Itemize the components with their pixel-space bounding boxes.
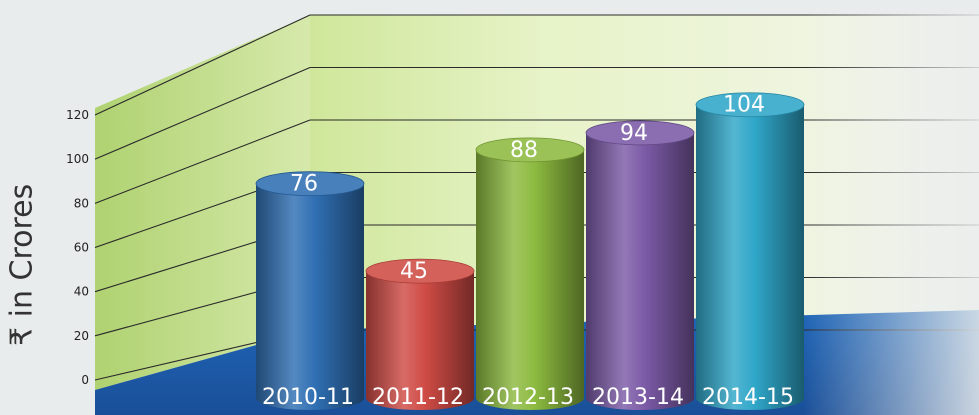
data-label: 45 xyxy=(400,259,428,284)
y-tick-label: 80 xyxy=(74,196,89,210)
x-axis-labels: 2010-11 2011-12 2012-13 2013-14 2014-15 xyxy=(262,385,794,410)
data-label: 76 xyxy=(290,172,318,197)
x-tick-label: 2010-11 xyxy=(262,385,354,410)
y-tick-label: 100 xyxy=(66,152,89,166)
bar-body xyxy=(696,104,804,410)
bar-2013-14: 94 xyxy=(585,120,695,411)
x-tick-label: 2012-13 xyxy=(482,385,574,410)
y-tick-label: 0 xyxy=(81,373,89,387)
data-label: 94 xyxy=(620,121,648,146)
bar-2014-15: 104 xyxy=(695,92,805,410)
bar-body xyxy=(256,183,364,410)
y-tick-label: 120 xyxy=(66,108,89,122)
x-tick-label: 2014-15 xyxy=(702,385,794,410)
data-label: 104 xyxy=(723,93,765,118)
bar-body xyxy=(586,132,694,411)
x-tick-label: 2013-14 xyxy=(592,385,684,410)
y-axis-ticks: 0 20 40 60 80 100 120 xyxy=(66,108,89,387)
x-tick-label: 2011-12 xyxy=(372,385,464,410)
y-tick-label: 40 xyxy=(74,285,89,299)
bar-2012-13: 88 xyxy=(475,137,585,410)
y-tick-label: 20 xyxy=(74,329,89,343)
bar-2010-11: 76 xyxy=(255,171,365,410)
y-tick-label: 60 xyxy=(74,241,89,255)
bar-body xyxy=(476,149,584,410)
data-label: 88 xyxy=(510,138,538,163)
y-axis-label: ₹ in Crores xyxy=(4,183,40,347)
